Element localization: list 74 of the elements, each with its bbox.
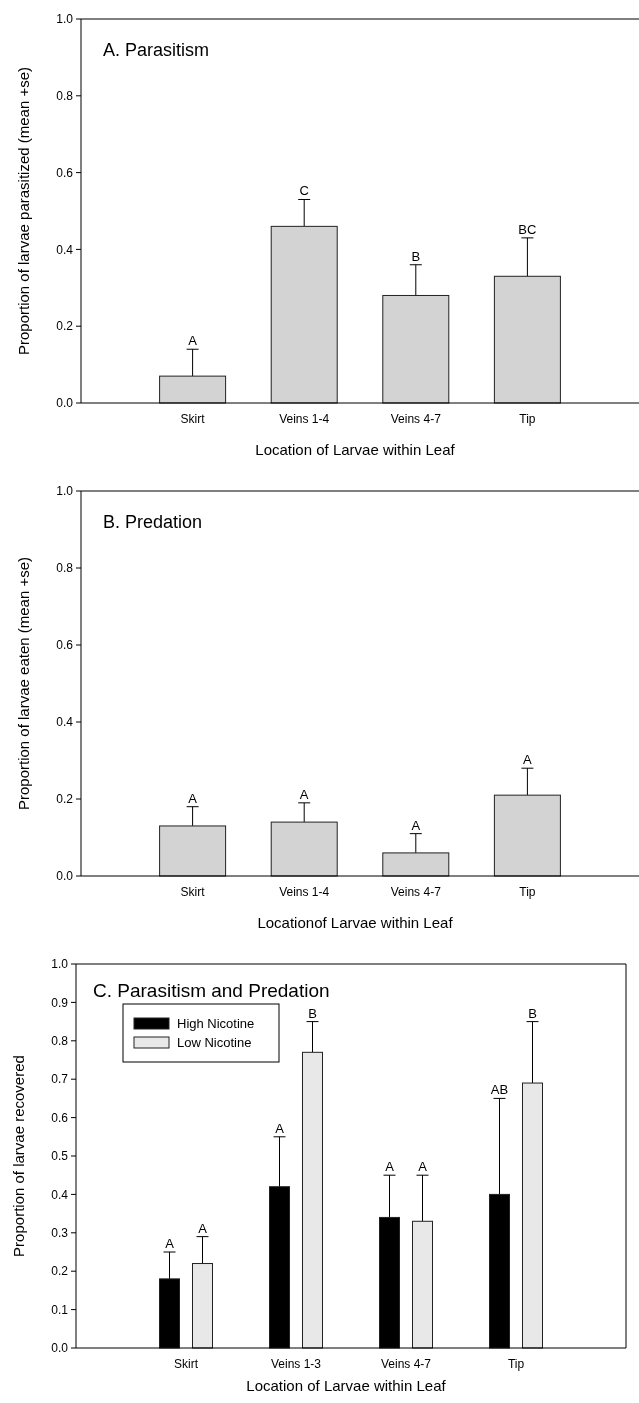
text: C. Parasitism and Predation <box>93 980 330 1001</box>
y-tick-label: 0.4 <box>56 242 74 257</box>
y-tick-label: 0.2 <box>56 319 74 334</box>
y-tick-label: 0.1 <box>51 1302 69 1317</box>
y-tick-label: 0.2 <box>56 792 74 807</box>
x-axis-title: Locationof Larvae within Leaf <box>257 914 454 931</box>
x-tick-label: Veins 1-3 <box>270 1357 322 1371</box>
x-tick-label: Veins 1-4 <box>279 412 330 426</box>
bar <box>522 1082 543 1349</box>
annotation: A <box>188 333 198 349</box>
y-tick-label: 1.0 <box>51 957 69 972</box>
y-tick-label: 1.0 <box>56 484 74 499</box>
annotation: A <box>198 1220 208 1236</box>
annotation: C <box>299 183 309 199</box>
bar <box>159 375 227 404</box>
annotation: A <box>165 1236 175 1251</box>
bar <box>302 1051 323 1349</box>
y-tick-label: 0.8 <box>51 1034 69 1048</box>
y-tick-label: 0.6 <box>56 638 74 653</box>
y-tick-label: 0.6 <box>51 1110 69 1125</box>
text: B. Predation <box>103 512 203 532</box>
y-tick-label: 0.9 <box>51 995 69 1010</box>
y-tick-label: 1.0 <box>56 12 74 27</box>
annotation: A <box>411 817 421 833</box>
annotation: B <box>528 1005 537 1021</box>
y-axis-title: Proportion of larvae parasitized (mean +se) <box>15 66 32 356</box>
x-tick-label: Skirt <box>180 412 206 426</box>
y-tick-label: 0.4 <box>51 1187 69 1202</box>
y-axis-title: Proportion of larvae recovered <box>10 1055 27 1257</box>
x-tick-label: Veins 4-7 <box>390 885 442 899</box>
bar <box>192 1263 213 1349</box>
annotation: B <box>411 248 421 264</box>
bar <box>493 794 561 877</box>
annotation: BC <box>518 221 537 237</box>
annotation: B <box>308 1005 317 1021</box>
bar <box>382 294 450 404</box>
x-tick-label: Tip <box>519 885 536 899</box>
bar <box>493 275 561 404</box>
x-axis-title: Location of Larvae within Leaf <box>246 1377 447 1394</box>
x-tick-label: Veins 1-4 <box>279 885 330 899</box>
text: A. Parasitism <box>103 40 210 60</box>
x-tick-label: Veins 4-7 <box>380 1357 432 1371</box>
annotation: A <box>275 1120 285 1136</box>
y-tick-label: 0.0 <box>56 396 74 411</box>
annotation: A <box>299 786 309 802</box>
annotation: AB <box>490 1082 509 1098</box>
y-tick-label: 0.8 <box>56 89 74 103</box>
y-axis-title: Proportion of larvae eaten (mean +se) <box>15 556 32 811</box>
y-tick-label: 0.7 <box>51 1072 69 1087</box>
y-tick-label: 0.0 <box>51 1341 69 1356</box>
legend-label: High Nicotine <box>177 1016 255 1031</box>
bar <box>270 225 338 404</box>
annotation: A <box>523 752 533 768</box>
y-tick-label: 0.6 <box>56 165 74 180</box>
legend-label: Low Nicotine <box>177 1035 252 1050</box>
annotation: A <box>418 1159 428 1175</box>
y-tick-label: 0.3 <box>51 1226 69 1240</box>
y-tick-label: 0.8 <box>56 561 74 576</box>
annotation: A <box>188 790 198 806</box>
annotation: A <box>385 1159 395 1175</box>
x-tick-label: Tip <box>507 1357 525 1371</box>
y-tick-label: 0.0 <box>56 869 74 884</box>
y-tick-label: 0.5 <box>51 1149 69 1164</box>
y-tick-label: 0.2 <box>51 1264 69 1279</box>
bar <box>382 852 450 877</box>
y-tick-label: 0.4 <box>56 715 74 730</box>
x-axis-title: Location of Larvae within Leaf <box>255 441 456 458</box>
bar <box>412 1220 433 1349</box>
bar <box>270 821 338 877</box>
x-tick-label: Skirt <box>174 1357 199 1371</box>
x-tick-label: Skirt <box>180 885 206 899</box>
x-tick-label: Veins 4-7 <box>390 412 442 426</box>
x-tick-label: Tip <box>519 412 536 426</box>
bar <box>159 825 227 877</box>
